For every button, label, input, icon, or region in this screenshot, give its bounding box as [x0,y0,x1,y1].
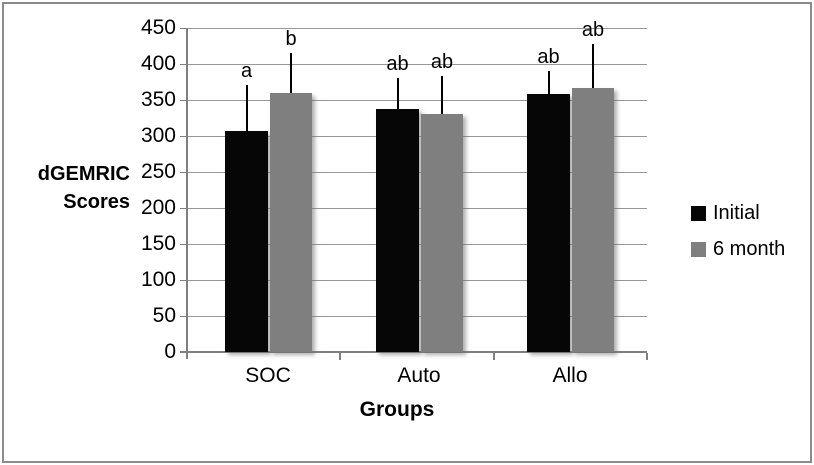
x-category-label-soc: SOC [245,364,291,387]
error-bar-allo-initial [547,71,550,94]
significance-letter-soc-6-month: b [285,28,297,51]
x-category-label-auto: Auto [397,364,441,387]
y-axis-title-line1: dGEMRIC [37,163,130,185]
legend-swatch-icon [691,242,706,257]
y-tick-label-350: 350 [140,88,176,111]
y-tick-mark-250 [180,171,187,173]
y-tick-label-0: 0 [164,340,176,363]
legend-label: Initial [713,202,760,224]
gridline-350 [187,99,647,101]
y-tick-mark-400 [180,63,187,65]
y-tick-label-300: 300 [140,124,176,147]
y-tick-mark-350 [180,99,187,101]
y-tick-mark-50 [180,315,187,317]
y-tick-label-50: 50 [152,304,176,327]
error-bar-soc-initial [245,84,248,131]
y-tick-mark-100 [180,279,187,281]
x-tick-mark-2 [492,353,495,360]
significance-letter-soc-initial: a [240,59,253,82]
y-axis-title-line2: Scores [63,191,130,213]
legend-label: 6 month [713,238,786,260]
y-axis-title: dGEMRIC Scores [8,160,130,216]
legend-swatch-icon [691,206,706,221]
x-tick-mark-3 [646,353,648,360]
gridline-400 [187,63,647,65]
significance-letter-auto-6-month: ab [430,50,454,73]
y-tick-mark-450 [180,27,187,29]
legend-item-6-month: 6 month [691,238,786,260]
legend: Initial 6 month [691,202,786,277]
error-bar-soc-6-month [290,53,292,93]
x-axis-line [180,351,647,353]
bar-auto-6-month [421,114,463,352]
bar-allo-6-month [572,87,614,352]
error-bar-allo-6-month [592,43,594,88]
error-bar-auto-initial [396,77,399,110]
x-category-label-allo: Allo [552,364,588,387]
significance-letter-allo-6-month: ab [581,18,605,41]
bar-soc-initial [225,130,268,352]
y-tick-label-400: 400 [140,52,176,75]
y-tick-label-150: 150 [140,232,176,255]
bar-auto-initial [376,109,419,352]
error-bar-auto-6-month [441,75,443,115]
y-axis-line [186,28,188,359]
significance-letter-auto-initial: ab [386,52,409,75]
bar-allo-initial [527,93,570,352]
y-tick-label-200: 200 [140,196,176,219]
bar-soc-6-month [270,92,312,352]
significance-letter-allo-initial: ab [537,46,560,69]
y-tick-label-450: 450 [140,16,176,39]
y-tick-mark-150 [180,243,187,245]
y-tick-label-100: 100 [140,268,176,291]
x-tick-mark-1 [339,353,342,360]
y-tick-mark-200 [180,207,187,209]
legend-item-initial: Initial [691,202,785,224]
y-tick-mark-300 [180,135,187,137]
x-axis-title: Groups [359,398,435,421]
gridline-450 [187,27,647,29]
y-tick-label-250: 250 [140,160,176,183]
